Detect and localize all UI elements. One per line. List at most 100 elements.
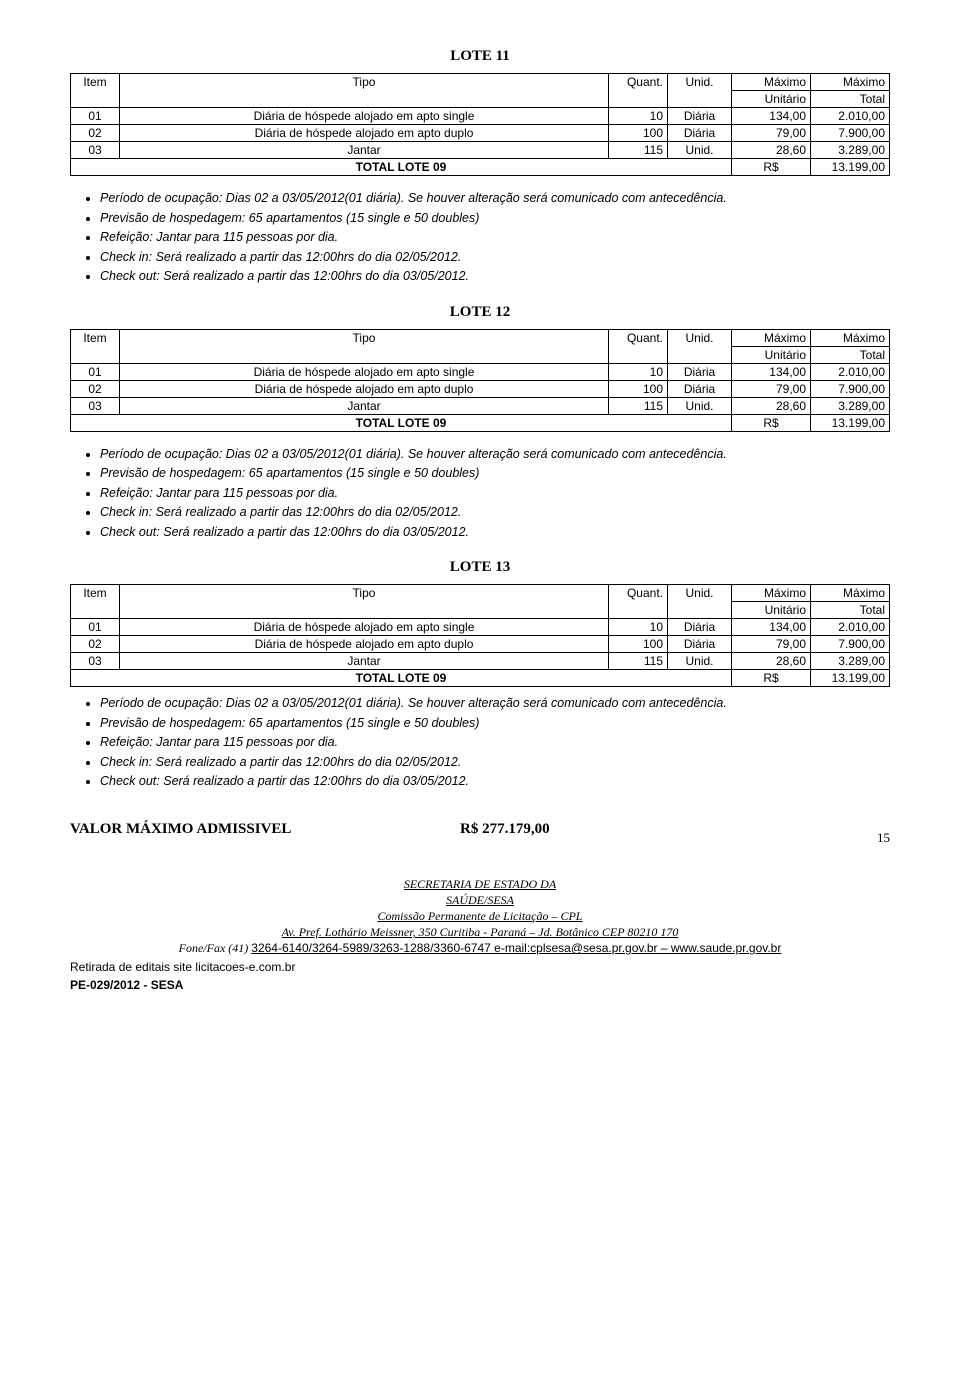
th-unid: Unid. [668,74,732,108]
footer-line-7: PE-029/2012 - SESA [70,978,890,992]
note-item: Check out: Será realizado a partir das 1… [100,524,890,542]
cell-item: 02 [71,125,120,142]
cell-unid: Diária [668,619,732,636]
note-item: Período de ocupação: Dias 02 a 03/05/201… [100,190,890,208]
table-total-row: TOTAL LOTE 09 R$ 13.199,00 [71,414,890,431]
cell-tipo: Jantar [120,653,609,670]
th-max-unit-l2: Unitário [732,602,811,619]
cell-total-rs: R$ [732,670,811,687]
cell-total: 7.900,00 [811,125,890,142]
note-item: Check out: Será realizado a partir das 1… [100,773,890,791]
cell-total-value: 13.199,00 [811,414,890,431]
th-quant: Quant. [609,585,668,619]
th-max-unit-l1: Máximo [732,585,811,602]
lote-13-notes: Período de ocupação: Dias 02 a 03/05/201… [100,695,890,791]
table-row: 03 Jantar 115 Unid. 28,60 3.289,00 [71,653,890,670]
note-item: Refeição: Jantar para 115 pessoas por di… [100,229,890,247]
cell-unit: 28,60 [732,142,811,159]
cell-total-rs: R$ [732,159,811,176]
footer-line-5b: 3264-6140/3264-5989/3263-1288/3360-6747 … [251,941,781,955]
lote-12-table: Item Tipo Quant. Unid. Máximo Máximo Uni… [70,329,890,432]
table-row: 02 Diária de hóspede alojado em apto dup… [71,125,890,142]
th-item: Item [71,585,120,619]
page-footer: SECRETARIA DE ESTADO DA SAÚDE/SESA Comis… [70,876,890,957]
cell-quant: 10 [609,619,668,636]
cell-quant: 115 [609,653,668,670]
cell-item: 02 [71,380,120,397]
th-max-tot-l1: Máximo [811,74,890,91]
table-row: 01 Diária de hóspede alojado em apto sin… [71,363,890,380]
cell-unit: 134,00 [732,108,811,125]
th-max-unit-l1: Máximo [732,74,811,91]
cell-unit: 134,00 [732,363,811,380]
cell-unid: Diária [668,125,732,142]
cell-total-value: 13.199,00 [811,159,890,176]
cell-item: 01 [71,363,120,380]
cell-tipo: Diária de hóspede alojado em apto single [120,108,609,125]
footer-line-3: Comissão Permanente de Licitação – CPL [378,909,583,923]
lote-title-12: LOTE 12 [70,304,890,321]
table-total-row: TOTAL LOTE 09 R$ 13.199,00 [71,670,890,687]
th-unid: Unid. [668,329,732,363]
cell-quant: 115 [609,142,668,159]
th-max-unit-l2: Unitário [732,91,811,108]
cell-tipo: Diária de hóspede alojado em apto duplo [120,636,609,653]
cell-unid: Diária [668,363,732,380]
note-item: Período de ocupação: Dias 02 a 03/05/201… [100,695,890,713]
table-row: 03 Jantar 115 Unid. 28,60 3.289,00 [71,397,890,414]
cell-tipo: Jantar [120,142,609,159]
cell-total: 2.010,00 [811,619,890,636]
cell-quant: 115 [609,397,668,414]
cell-quant: 10 [609,363,668,380]
cell-quant: 100 [609,125,668,142]
cell-total: 2.010,00 [811,363,890,380]
cell-unid: Diária [668,636,732,653]
th-max-unit-l2: Unitário [732,346,811,363]
cell-total: 3.289,00 [811,397,890,414]
cell-item: 01 [71,619,120,636]
table-row: 02 Diária de hóspede alojado em apto dup… [71,380,890,397]
cell-item: 01 [71,108,120,125]
table-header-row: Item Tipo Quant. Unid. Máximo Máximo [71,74,890,91]
cell-total-label: TOTAL LOTE 09 [71,159,732,176]
th-max-tot-l1: Máximo [811,329,890,346]
lote-11-table: Item Tipo Quant. Unid. Máximo Máximo Uni… [70,73,890,176]
note-item: Previsão de hospedagem: 65 apartamentos … [100,715,890,733]
note-item: Check in: Será realizado a partir das 12… [100,249,890,267]
th-max-unit-l1: Máximo [732,329,811,346]
cell-quant: 100 [609,380,668,397]
th-tipo: Tipo [120,329,609,363]
cell-unid: Diária [668,380,732,397]
lote-title-13: LOTE 13 [70,559,890,576]
th-item: Item [71,74,120,108]
valor-maximo-value: R$ 277.179,00 [460,821,550,838]
cell-unid: Unid. [668,142,732,159]
cell-tipo: Diária de hóspede alojado em apto duplo [120,125,609,142]
note-item: Refeição: Jantar para 115 pessoas por di… [100,485,890,503]
footer-line-2: SAÚDE/SESA [446,893,514,907]
table-row: 03 Jantar 115 Unid. 28,60 3.289,00 [71,142,890,159]
th-max-tot-l2: Total [811,346,890,363]
cell-total: 7.900,00 [811,636,890,653]
table-row: 01 Diária de hóspede alojado em apto sin… [71,619,890,636]
note-item: Check out: Será realizado a partir das 1… [100,268,890,286]
cell-unit: 79,00 [732,380,811,397]
cell-total: 3.289,00 [811,653,890,670]
table-total-row: TOTAL LOTE 09 R$ 13.199,00 [71,159,890,176]
note-item: Refeição: Jantar para 115 pessoas por di… [100,734,890,752]
cell-unit: 28,60 [732,397,811,414]
cell-unid: Diária [668,108,732,125]
th-item: Item [71,329,120,363]
cell-item: 02 [71,636,120,653]
cell-total: 2.010,00 [811,108,890,125]
cell-total-label: TOTAL LOTE 09 [71,670,732,687]
cell-total: 7.900,00 [811,380,890,397]
lote-12-notes: Período de ocupação: Dias 02 a 03/05/201… [100,446,890,542]
lote-title-11: LOTE 11 [70,48,890,65]
note-item: Check in: Será realizado a partir das 12… [100,504,890,522]
cell-total-rs: R$ [732,414,811,431]
cell-quant: 10 [609,108,668,125]
note-item: Período de ocupação: Dias 02 a 03/05/201… [100,446,890,464]
cell-total-label: TOTAL LOTE 09 [71,414,732,431]
th-tipo: Tipo [120,585,609,619]
